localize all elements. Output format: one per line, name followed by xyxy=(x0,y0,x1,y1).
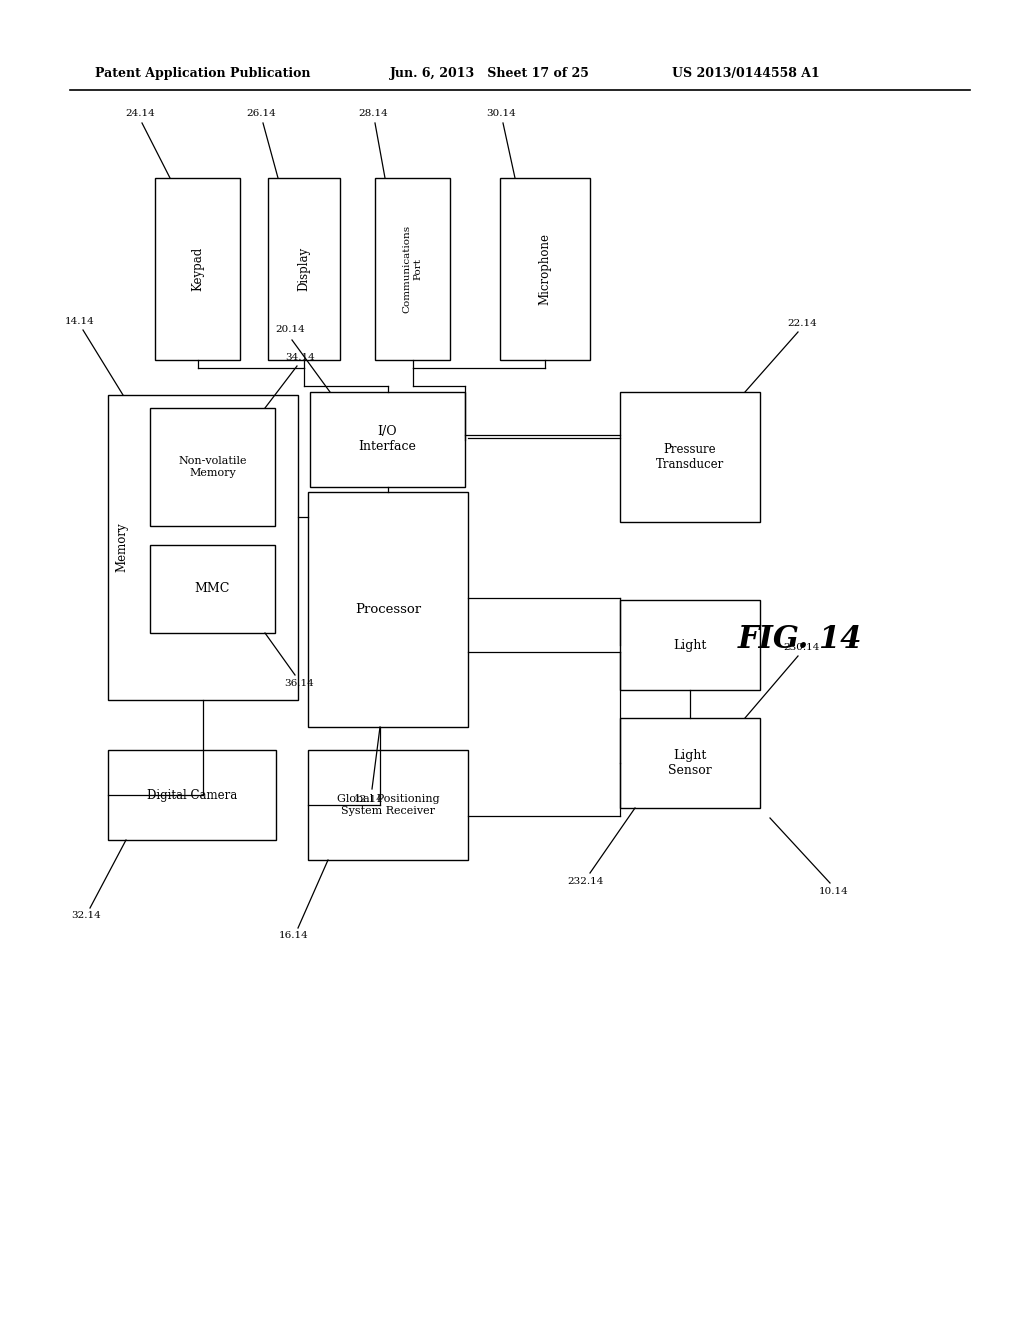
Bar xyxy=(310,392,465,487)
Text: Pressure
Transducer: Pressure Transducer xyxy=(656,444,724,471)
Text: Memory: Memory xyxy=(116,523,128,573)
Text: 24.14: 24.14 xyxy=(125,108,155,117)
Text: Keypad: Keypad xyxy=(191,247,204,292)
Text: FIG. 14: FIG. 14 xyxy=(737,624,862,656)
Bar xyxy=(108,750,276,840)
Text: Jun. 6, 2013   Sheet 17 of 25: Jun. 6, 2013 Sheet 17 of 25 xyxy=(390,66,590,79)
Bar xyxy=(268,178,340,360)
Text: Communications
Port: Communications Port xyxy=(402,224,422,313)
Text: Light
Sensor: Light Sensor xyxy=(668,748,712,777)
Text: 10.14: 10.14 xyxy=(819,887,849,895)
Text: Non-volatile
Memory: Non-volatile Memory xyxy=(178,457,247,478)
Bar xyxy=(155,178,240,360)
Bar xyxy=(620,601,760,690)
Bar xyxy=(500,178,590,360)
Text: MMC: MMC xyxy=(195,582,230,595)
Bar xyxy=(108,395,298,700)
Text: 20.14: 20.14 xyxy=(275,326,305,334)
Text: 230.14: 230.14 xyxy=(783,644,820,652)
Text: 26.14: 26.14 xyxy=(246,108,275,117)
Bar xyxy=(308,750,468,861)
Text: Processor: Processor xyxy=(355,603,421,616)
Bar xyxy=(620,718,760,808)
Bar xyxy=(150,408,275,525)
Text: Light: Light xyxy=(674,639,707,652)
Bar xyxy=(150,545,275,634)
Text: 32.14: 32.14 xyxy=(71,912,101,920)
Bar xyxy=(620,392,760,521)
Text: Global Positioning
System Receiver: Global Positioning System Receiver xyxy=(337,795,439,816)
Text: 12.14: 12.14 xyxy=(354,795,384,804)
Bar xyxy=(375,178,450,360)
Text: 16.14: 16.14 xyxy=(280,932,309,940)
Text: 28.14: 28.14 xyxy=(358,108,388,117)
Text: US 2013/0144558 A1: US 2013/0144558 A1 xyxy=(672,66,820,79)
Text: 232.14: 232.14 xyxy=(568,878,604,887)
Text: 22.14: 22.14 xyxy=(787,319,817,329)
Text: 30.14: 30.14 xyxy=(486,108,516,117)
Text: 36.14: 36.14 xyxy=(284,678,314,688)
Text: 34.14: 34.14 xyxy=(285,354,314,363)
Bar xyxy=(308,492,468,727)
Text: 14.14: 14.14 xyxy=(66,317,95,326)
Text: I/O
Interface: I/O Interface xyxy=(358,425,417,454)
Text: Patent Application Publication: Patent Application Publication xyxy=(95,66,310,79)
Text: Digital Camera: Digital Camera xyxy=(146,788,238,801)
Text: Microphone: Microphone xyxy=(539,234,552,305)
Text: Display: Display xyxy=(298,247,310,292)
